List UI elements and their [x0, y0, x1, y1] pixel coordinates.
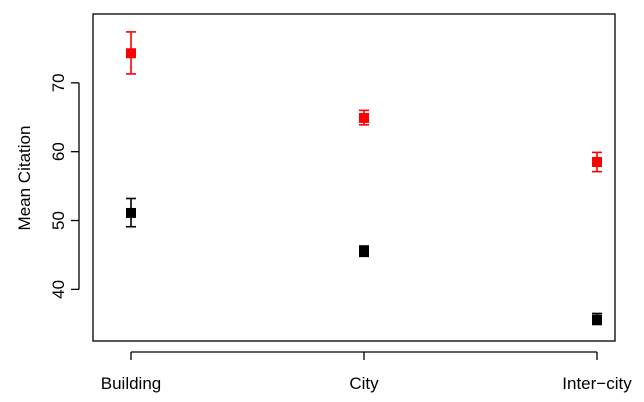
- x-tick-label-1: City: [349, 374, 379, 393]
- y-tick-label-2: 60: [49, 142, 68, 161]
- y-tick-label-1: 50: [49, 211, 68, 230]
- data-point-0-1: [359, 112, 369, 123]
- x-axis: Building City Inter−city: [101, 351, 632, 393]
- series-0: [126, 31, 602, 173]
- series-1: [126, 197, 602, 326]
- data-point-0-0: [126, 48, 136, 59]
- x-tick-label-0: Building: [101, 374, 162, 393]
- plot-frame: [92, 13, 616, 342]
- x-tick-label-2: Inter−city: [562, 374, 632, 393]
- data-point-1-1: [359, 246, 369, 257]
- y-axis: 40 50 60 70: [49, 73, 80, 299]
- y-axis-title: Mean Citation: [15, 126, 34, 231]
- series-layer: [126, 31, 602, 326]
- y-tick-label-0: 40: [49, 280, 68, 299]
- data-point-1-0: [126, 207, 136, 218]
- y-tick-label-3: 70: [49, 73, 68, 92]
- data-point-1-2: [592, 314, 602, 325]
- data-point-0-2: [592, 157, 602, 168]
